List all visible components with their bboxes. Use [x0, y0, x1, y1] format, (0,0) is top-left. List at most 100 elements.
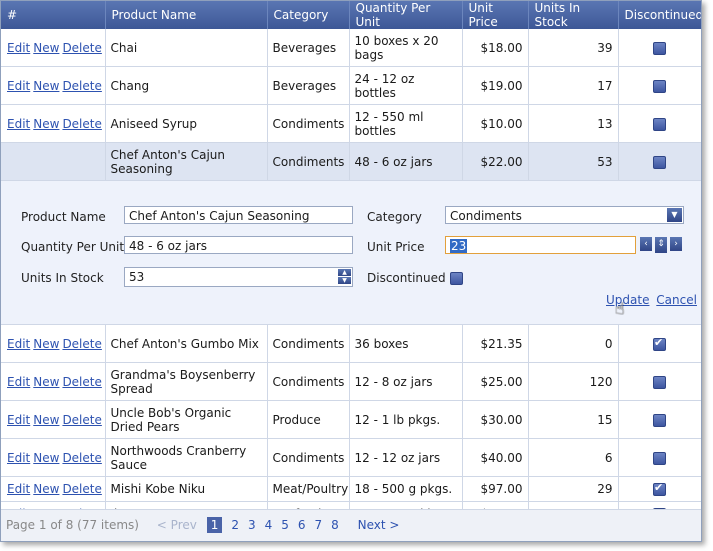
cell-unit-price: $19.00	[462, 66, 529, 105]
table-row[interactable]: Edit New Delete Aniseed Syrup Condiments 12 -…	[1, 104, 701, 143]
edit-link[interactable]: Edit	[7, 116, 31, 131]
dropdown-category-value: Condiments	[450, 209, 522, 223]
pager-page-button[interactable]: 3	[247, 518, 256, 532]
pager-page-button[interactable]: 8	[331, 518, 339, 532]
delete-link[interactable]: Delete	[62, 450, 102, 465]
pager-page-button[interactable]: 4	[264, 518, 273, 532]
col-header-index[interactable]: #	[1, 1, 106, 29]
col-header-quantity-per-unit[interactable]: Quantity Per Unit	[349, 1, 463, 29]
cell-unit-price: $18.00	[462, 29, 529, 67]
cell-discontinued	[618, 362, 701, 401]
table-row[interactable]: Edit New Delete Chai Beverages 10 boxes x 20 …	[1, 29, 701, 67]
delete-link[interactable]: Delete	[62, 374, 102, 389]
chevron-left-icon[interactable]: ‹	[640, 237, 652, 251]
chevron-down-icon[interactable]: ▼	[667, 208, 682, 222]
input-units-in-stock[interactable]: 53 ▲ ▼	[124, 267, 353, 287]
spin-up-icon[interactable]: ▲	[338, 269, 351, 276]
stock-spinner[interactable]: ▲ ▼	[338, 269, 351, 285]
cell-category: Condiments	[267, 142, 350, 181]
col-header-units-in-stock[interactable]: Units In Stock	[528, 1, 619, 29]
cell-quantity-per-unit: 48 - 6 oz jars	[349, 142, 463, 181]
discontinued-checkbox[interactable]	[653, 79, 666, 93]
cell-unit-price: $25.00	[462, 362, 529, 401]
cancel-link[interactable]: Cancel	[656, 293, 697, 307]
input-product-name[interactable]: Chef Anton's Cajun Seasoning	[124, 206, 353, 224]
delete-link[interactable]: Delete	[62, 116, 102, 131]
edit-link[interactable]: Edit	[7, 78, 31, 93]
cell-units-in-stock: 39	[528, 29, 619, 67]
spin-down-icon[interactable]: ▼	[338, 277, 351, 284]
cell-quantity-per-unit: 18 - 500 g pkgs.	[349, 476, 463, 502]
col-header-product-name[interactable]: Product Name	[105, 1, 268, 29]
discontinued-checkbox[interactable]	[653, 451, 666, 465]
new-link[interactable]: New	[33, 482, 60, 496]
delete-link[interactable]: Delete	[62, 412, 102, 427]
input-unit-price[interactable]: 23	[445, 236, 636, 254]
delete-link[interactable]: Delete	[62, 78, 102, 93]
cell-quantity-per-unit: 10 boxes x 20 bags	[349, 29, 463, 67]
grid-table: # Product Name Category Quantity Per Uni…	[1, 1, 701, 527]
new-link[interactable]: New	[33, 374, 60, 389]
table-row[interactable]: Edit New Delete Northwoods Cranberry Sauce C…	[1, 438, 701, 477]
col-header-category[interactable]: Category	[267, 1, 350, 29]
pager-page-button[interactable]: 2	[231, 518, 239, 532]
cell-unit-price: $97.00	[462, 476, 529, 502]
edit-link[interactable]: Edit	[7, 336, 31, 351]
discontinued-checkbox[interactable]	[653, 481, 666, 496]
new-link[interactable]: New	[33, 116, 60, 131]
new-link[interactable]: New	[33, 450, 60, 465]
discontinued-checkbox[interactable]	[653, 375, 666, 389]
pager-page-button[interactable]: 6	[297, 518, 306, 532]
discontinued-checkbox[interactable]	[653, 117, 666, 131]
edit-discontinued-checkbox[interactable]	[450, 272, 463, 285]
pager-prev-button[interactable]: < Prev	[156, 518, 197, 532]
pager-page-button[interactable]: 7	[314, 518, 323, 532]
label-quantity-per-unit: Quantity Per Unit	[21, 240, 125, 254]
edit-link[interactable]: Edit	[7, 40, 31, 55]
discontinued-checkbox[interactable]	[653, 336, 666, 351]
pager-next-button[interactable]: Next >	[357, 518, 400, 532]
col-header-discontinued[interactable]: Discontinued	[618, 1, 701, 29]
cell-category: Condiments	[267, 362, 350, 401]
pager-page-button[interactable]: 5	[281, 518, 289, 532]
cell-units-in-stock: 13	[528, 104, 619, 143]
input-quantity-per-unit[interactable]: 48 - 6 oz jars	[124, 236, 353, 254]
discontinued-checkbox[interactable]	[653, 41, 666, 55]
label-discontinued: Discontinued	[367, 271, 446, 285]
cell-units-in-stock: 15	[528, 400, 619, 439]
update-link[interactable]: Update	[606, 293, 650, 307]
chevron-right-icon[interactable]: ›	[670, 237, 682, 251]
discontinued-checkbox[interactable]	[653, 155, 666, 169]
cell-units-in-stock: 120	[528, 362, 619, 401]
cell-discontinued	[618, 476, 701, 502]
cell-category: Condiments	[267, 324, 350, 363]
col-header-unit-price[interactable]: Unit Price	[462, 1, 529, 29]
table-row[interactable]: Edit New Delete Grandma's Boysenberry Sprea…	[1, 362, 701, 401]
cell-product-name: Grandma's Boysenberry Spread	[105, 362, 268, 401]
table-row[interactable]: Edit New Delete Chef Anton's Gumbo Mix Condi…	[1, 324, 701, 363]
delete-link[interactable]: Delete	[62, 40, 102, 55]
cell-units-in-stock: 17	[528, 66, 619, 105]
discontinued-checkbox[interactable]	[653, 413, 666, 427]
delete-link[interactable]: Delete	[62, 482, 102, 496]
table-row[interactable]: Edit New Delete Mishi Kobe Niku Meat/Poultry…	[1, 476, 701, 502]
table-row[interactable]: Edit New Delete Chang Beverages 24 - 12 oz bo…	[1, 66, 701, 105]
form-actions: Update Cancel	[603, 293, 697, 307]
spin-updown-icon[interactable]: ⇕	[655, 237, 667, 253]
table-row[interactable]: Edit New Delete Uncle Bob's Organic Dried P…	[1, 400, 701, 439]
table-row-selected[interactable]: Chef Anton's Cajun Seasoning Condiments …	[1, 142, 701, 181]
dropdown-category[interactable]: Condiments ▼	[445, 206, 684, 224]
new-link[interactable]: New	[33, 412, 60, 427]
pager-page-button[interactable]: 1	[206, 517, 223, 533]
new-link[interactable]: New	[33, 40, 60, 55]
edit-link[interactable]: Edit	[7, 450, 31, 465]
edit-link[interactable]: Edit	[7, 482, 31, 496]
new-link[interactable]: New	[33, 78, 60, 93]
edit-link[interactable]: Edit	[7, 412, 31, 427]
delete-link[interactable]: Delete	[62, 336, 102, 351]
edit-link[interactable]: Edit	[7, 374, 31, 389]
units-in-stock-value: 53	[129, 270, 145, 284]
new-link[interactable]: New	[33, 336, 60, 351]
